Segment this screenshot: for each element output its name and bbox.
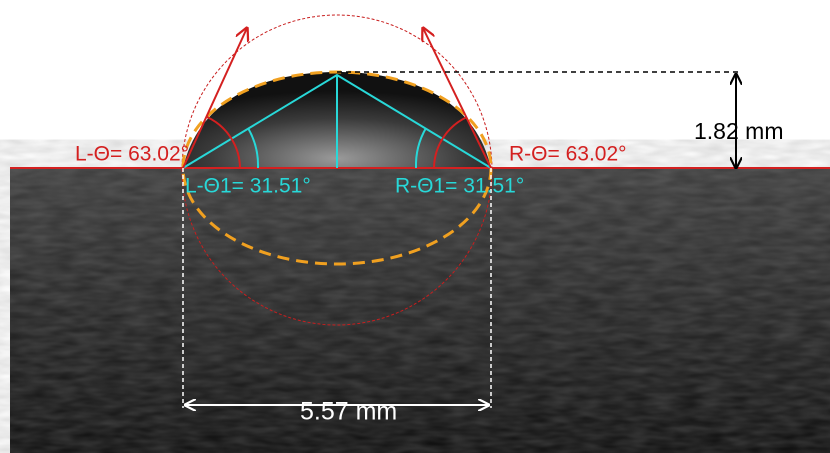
left-half-angle-label: L-Θ1= 31.51° (185, 175, 311, 198)
width-label: 5.57 mm (300, 398, 397, 426)
right-half-angle-label: R-Θ1= 31.51° (395, 175, 524, 198)
contact-angle-image: L-Θ= 63.02° R-Θ= 63.02° L-Θ1= 31.51° R-Θ… (0, 0, 830, 453)
right-angle-label: R-Θ= 63.02° (509, 143, 627, 166)
substrate-texture (10, 168, 830, 453)
height-label: 1.82 mm (694, 118, 783, 144)
left-angle-label: L-Θ= 63.02° (75, 143, 189, 166)
